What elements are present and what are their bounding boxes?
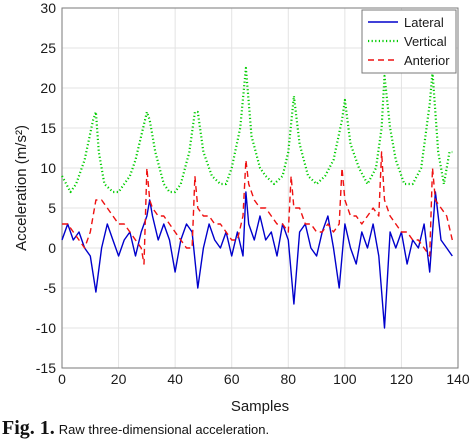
y-tick-label: -10 — [36, 320, 56, 336]
series-layer — [61, 66, 453, 329]
y-tick-labels: -15 -10 -5 0 5 10 15 20 25 30 — [36, 0, 56, 376]
x-tick-label: 20 — [111, 371, 127, 387]
x-tick-label: 40 — [167, 371, 183, 387]
y-tick-label: 20 — [40, 80, 56, 96]
caption-text: Raw three-dimensional acceleration. — [58, 422, 270, 437]
x-tick-label: 0 — [58, 371, 66, 387]
y-axis-label: Acceleration (m/s²) — [13, 125, 30, 251]
series-line-lateral — [61, 191, 453, 329]
legend-label-vertical: Vertical — [404, 34, 447, 49]
y-tick-label: 10 — [40, 160, 56, 176]
series-line-vertical — [61, 66, 453, 194]
legend-label-anterior: Anterior — [404, 53, 450, 68]
x-tick-label: 80 — [280, 371, 296, 387]
y-tick-label: -15 — [36, 360, 56, 376]
legend-box — [361, 9, 457, 74]
y-tick-label: 30 — [40, 0, 56, 16]
figure-caption: Fig. 1. Raw three-dimensional accelerati… — [2, 417, 269, 440]
caption-label: Fig. 1. — [2, 417, 55, 439]
y-tick-label: 0 — [48, 240, 56, 256]
series-line-anterior — [62, 151, 453, 265]
x-axis-label: Samples — [231, 398, 289, 415]
x-tick-label: 140 — [446, 371, 470, 387]
x-tick-label: 100 — [333, 371, 357, 387]
legend-label-lateral: Lateral — [404, 15, 444, 30]
x-tick-label: 120 — [390, 371, 414, 387]
y-tick-label: -5 — [44, 280, 57, 296]
x-tick-labels: 0 20 40 60 80 100 120 140 — [58, 371, 470, 387]
acceleration-line-chart: 0 20 40 60 80 100 120 140 -15-10-5051015202530 … — [13, 0, 470, 415]
plot-frame — [61, 7, 459, 369]
x-tick-label: 60 — [224, 371, 240, 387]
legend: Lateral Vertical Anterior — [361, 9, 457, 74]
y-tick-label: 25 — [40, 40, 56, 56]
y-tick-label: 15 — [40, 120, 56, 136]
y-tick-label: 5 — [48, 200, 56, 216]
